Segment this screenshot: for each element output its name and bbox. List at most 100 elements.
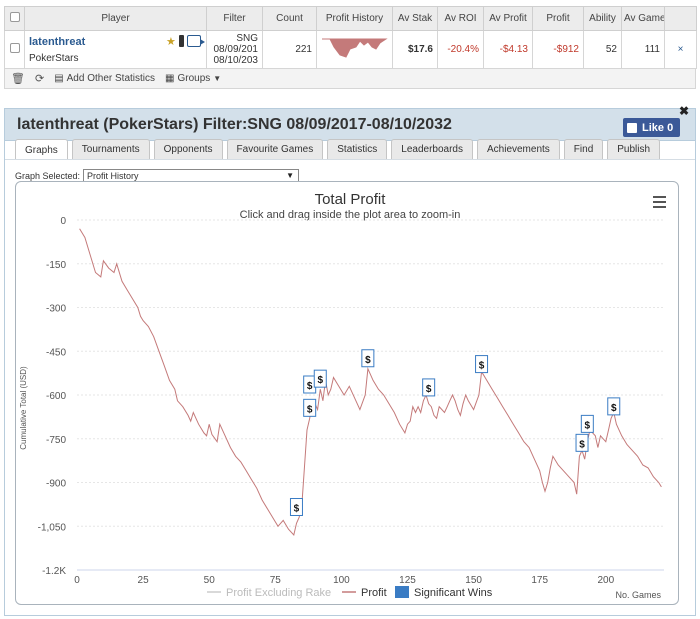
remove-row-icon[interactable]: × [664,30,697,69]
phone-icon[interactable] [179,35,184,47]
menu-icon[interactable] [653,196,666,208]
tab-favourite-games[interactable]: Favourite Games [226,139,324,159]
count-value: 221 [262,30,317,69]
graph-selected-label: Graph Selected: [15,170,81,181]
y-tick-label: -150 [46,260,66,271]
significant-win-marker[interactable]: $ [289,498,303,516]
panel-tabs: Graphs Tournaments Opponents Favourite Game… [15,139,661,160]
significant-win-marker[interactable]: $ [607,397,621,416]
significant-win-marker[interactable]: $ [475,355,489,374]
filter-to: 08/10/203 [213,55,259,66]
significant-win-marker[interactable]: $ [313,369,327,388]
svg-text:$: $ [479,361,485,372]
col-av-games[interactable]: Av Game [621,6,665,31]
add-stats-button[interactable]: ▤ Add Other Statistics [54,73,155,84]
col-remove [664,6,697,31]
col-ability[interactable]: Ability [583,6,622,31]
tab-graphs[interactable]: Graphs [15,139,68,160]
graph-select-value: Profit History [87,170,139,181]
filter-type: SNG [236,33,258,44]
filter-cell: SNG 08/09/201 08/10/203 [206,30,263,69]
col-filter[interactable]: Filter [206,6,263,31]
significant-win-marker[interactable]: $ [303,398,317,417]
profit-history-sparkline [316,30,393,69]
panel-title: latenthreat (PokerStars) Filter:SNG 08/0… [17,116,452,133]
profit-series-line [79,228,662,537]
col-player[interactable]: Player [24,6,207,31]
legend-significant-wins[interactable]: Significant Wins [395,586,493,599]
panel-header: latenthreat (PokerStars) Filter:SNG 08/0… [5,104,695,141]
col-profit[interactable]: Profit [532,6,584,31]
stats-table: Player Filter Count Profit History Av St… [4,6,697,69]
col-profit-history[interactable]: Profit History [316,6,393,31]
x-tick-label: 150 [465,575,482,586]
svg-text:$: $ [611,403,617,414]
tab-statistics[interactable]: Statistics [327,139,388,159]
col-av-roi[interactable]: Av ROI [437,6,484,31]
ability-value: 52 [583,30,622,69]
chart-svg[interactable]: Total Profit Click and drag inside the p… [16,182,679,605]
col-av-profit[interactable]: Av Profit [483,6,533,31]
y-tick-label: -450 [46,347,66,358]
profit-chart[interactable]: Total Profit Click and drag inside the p… [15,181,679,605]
significant-win-markers: $$$$$$$$$$ [289,349,621,516]
groups-button[interactable]: ▦ Groups ▼ [165,73,221,84]
legend-profit-excl-rake[interactable]: Profit Excluding Rake [207,587,331,599]
significant-win-marker[interactable]: $ [422,378,436,397]
svg-text:$: $ [294,504,300,515]
award-icon[interactable]: ★ [166,36,176,48]
chart-grid [77,219,664,571]
svg-text:$: $ [426,384,432,395]
y-tick-label: -1,050 [38,522,67,533]
av-roi-value: -20.4% [437,30,484,69]
table-header-row: Player Filter Count Profit History Av St… [4,6,697,31]
row-icons: ★ [166,35,205,48]
svg-text:Profit: Profit [361,587,387,599]
row-checkbox[interactable] [9,43,20,53]
player-name-link[interactable]: latenthreat [29,35,86,48]
refresh-icon[interactable]: ⟳ [34,73,45,85]
x-tick-label: 50 [204,575,216,586]
svg-text:Profit Excluding Rake: Profit Excluding Rake [226,587,331,599]
col-av-stake[interactable]: Av Stak [392,6,438,31]
trash-icon[interactable]: 🗑 [11,73,25,85]
x-tick-labels: 0 25 50 75 100 125 150 175 200 [74,575,614,586]
tab-publish[interactable]: Publish [607,139,661,159]
chart-legend: Profit Excluding Rake Profit Significant W… [207,586,493,599]
x-tick-label: 75 [270,575,282,586]
svg-text:$: $ [317,375,323,386]
svg-text:$: $ [365,355,371,366]
significant-win-marker[interactable]: $ [580,414,594,433]
select-all-checkbox[interactable] [9,12,20,22]
significant-win-marker[interactable]: $ [575,433,589,452]
col-count[interactable]: Count [262,6,317,31]
tab-achievements[interactable]: Achievements [476,139,560,159]
x-tick-label: 200 [597,575,614,586]
profit-value: -$912 [532,30,584,69]
row-checkbox-cell[interactable] [4,30,25,69]
x-tick-label: 25 [138,575,150,586]
y-tick-label: -600 [46,391,66,402]
tab-opponents[interactable]: Opponents [153,139,223,159]
significant-win-marker[interactable]: $ [361,349,375,368]
close-icon[interactable]: ✖ [678,104,689,118]
y-tick-labels: 0 -150 -300 -450 -600 -750 -900 -1,050 -1.2K [38,216,67,577]
x-axis-label: No. Games [615,590,661,600]
player-site: PokerStars [29,52,79,64]
export-icon[interactable] [187,35,205,47]
y-tick-label: 0 [60,216,66,227]
tab-tournaments[interactable]: Tournaments [71,139,150,159]
tab-find[interactable]: Find [563,139,604,159]
groups-icon: ▦ [165,73,175,84]
select-all-header[interactable] [4,6,25,31]
thumbs-up-icon [627,122,637,133]
caret-down-icon: ▼ [213,74,222,83]
like-label: Like 0 [642,121,674,134]
legend-profit[interactable]: Profit [342,587,387,599]
chart-title: Total Profit [315,191,387,208]
facebook-like-button[interactable]: Like 0 [623,118,680,137]
tab-leaderboards[interactable]: Leaderboards [391,139,473,159]
y-tick-label: -750 [46,435,66,446]
y-axis-label: Cumulative Total (USD) [19,366,28,450]
y-tick-label: -1.2K [42,566,66,577]
